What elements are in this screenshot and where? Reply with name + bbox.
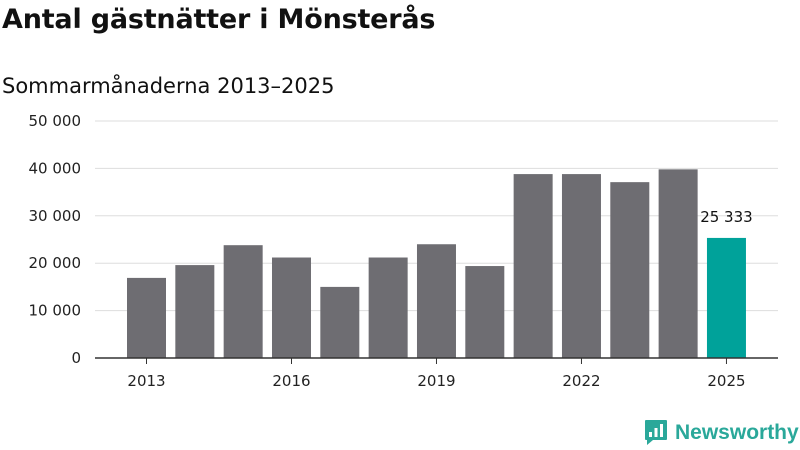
bar (658, 169, 698, 358)
y-tick-label: 30 000 (29, 207, 82, 225)
chart-title: Antal gästnätter i Mönsterås (2, 4, 436, 35)
bar (271, 257, 311, 358)
bar (320, 286, 360, 358)
bar (561, 174, 601, 358)
bar (706, 237, 746, 358)
bar (223, 245, 263, 358)
y-tick-label: 0 (71, 349, 81, 367)
newsworthy-logo-icon (645, 420, 667, 445)
y-tick-label: 40 000 (29, 159, 82, 177)
brand-name: Newsworthy (675, 420, 799, 444)
y-tick-label: 20 000 (29, 254, 82, 272)
chart-subtitle: Sommarmånaderna 2013–2025 (2, 74, 335, 98)
x-tick-label: 2022 (562, 372, 600, 390)
y-tick-label: 50 000 (29, 112, 82, 130)
bar (465, 266, 505, 358)
x-tick-label: 2025 (707, 372, 745, 390)
bar (127, 277, 166, 358)
bar (513, 174, 553, 358)
newsworthy-logo: Newsworthy (644, 419, 799, 446)
bar (610, 182, 650, 358)
x-tick-label: 2013 (127, 372, 165, 390)
x-tick-label: 2019 (417, 372, 455, 390)
bar (416, 244, 456, 358)
x-tick-label: 2016 (272, 372, 310, 390)
bar (175, 265, 215, 358)
bar (368, 257, 408, 358)
data-label: 25 333 (700, 208, 753, 226)
y-tick-label: 10 000 (29, 302, 82, 320)
